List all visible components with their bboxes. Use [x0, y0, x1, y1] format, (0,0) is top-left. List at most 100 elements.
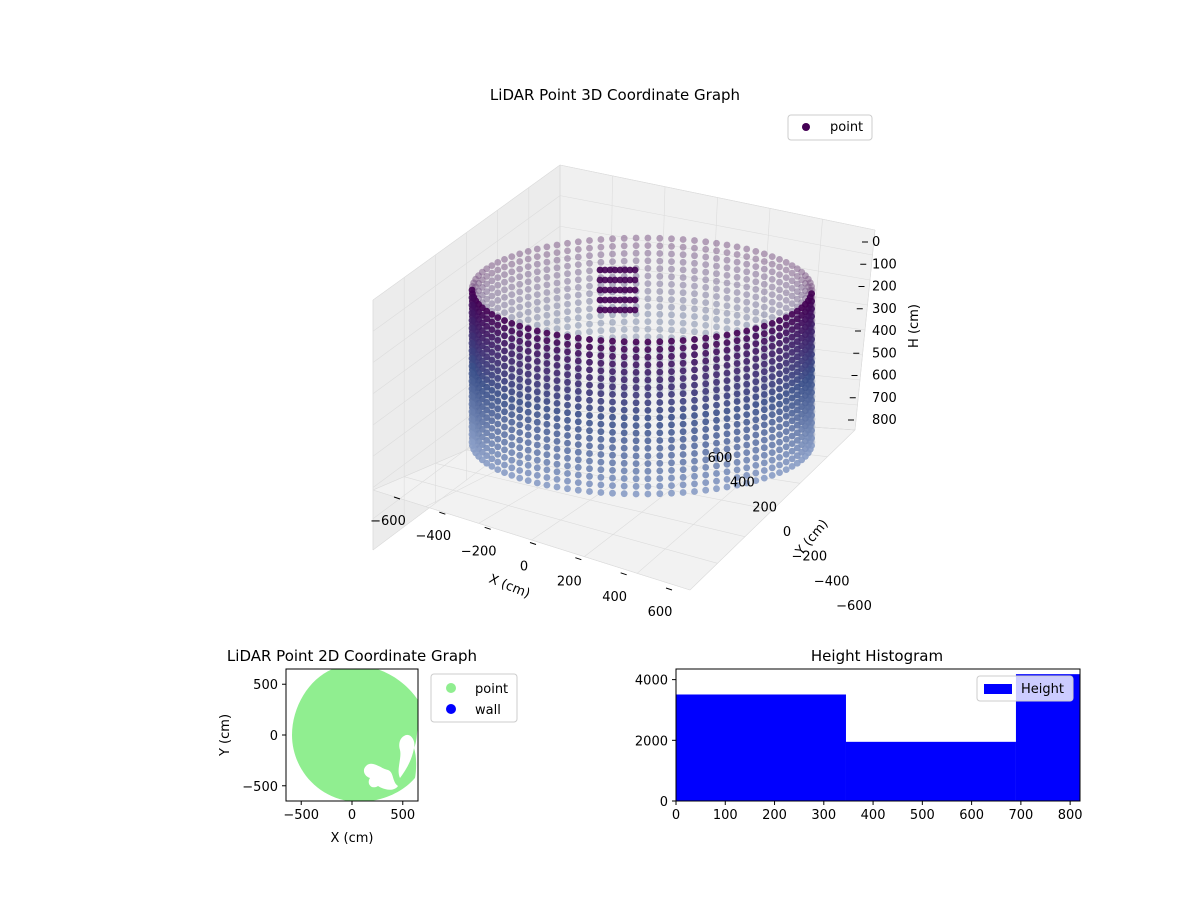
- point-3d: [574, 471, 582, 479]
- point-3d: [788, 349, 796, 356]
- point-3d: [543, 352, 551, 360]
- legend-3d-label-point: point: [830, 120, 863, 135]
- point-3d: [632, 234, 640, 242]
- point-3d: [508, 350, 516, 358]
- point-3d: [768, 298, 776, 306]
- point-3d: [494, 297, 502, 304]
- point-3d: [733, 382, 741, 390]
- point-3d: [586, 336, 593, 343]
- point-3d: [656, 295, 664, 303]
- point-3d: [596, 276, 604, 284]
- point-3d: [768, 396, 776, 403]
- point-3d: [533, 298, 541, 306]
- point-3d: [656, 444, 664, 452]
- x-tick-label-3d: −200: [461, 544, 497, 559]
- point-3d: [533, 342, 541, 350]
- point-3d: [768, 373, 776, 380]
- point-3d: [723, 476, 731, 483]
- point-3d: [743, 479, 751, 487]
- point-3d: [533, 283, 541, 291]
- point-3d: [644, 295, 652, 303]
- point-3d: [524, 340, 532, 348]
- point-3d: [543, 319, 551, 327]
- point-3d: [760, 375, 768, 383]
- point-3d: [533, 358, 541, 365]
- point-3d: [564, 401, 571, 409]
- point-3d: [494, 337, 502, 344]
- point-3d: [488, 341, 496, 349]
- point-3d: [586, 267, 593, 275]
- point-3d: [776, 256, 783, 263]
- point-3d: [776, 294, 783, 301]
- point-3d: [524, 293, 532, 301]
- point-3d: [524, 316, 532, 324]
- point-3d: [656, 376, 664, 384]
- point-3d: [574, 322, 582, 329]
- point-3d: [656, 272, 664, 280]
- point-3d: [656, 361, 664, 368]
- point-3d: [586, 237, 593, 244]
- point-3d: [516, 345, 524, 353]
- point-3d: [543, 474, 551, 481]
- point-3d: [543, 405, 551, 413]
- point-3d: [488, 447, 496, 455]
- point-3d: [768, 306, 776, 314]
- point-3d: [524, 477, 532, 484]
- point-3d: [793, 391, 801, 399]
- point-3d: [494, 359, 502, 367]
- point-3d: [679, 413, 687, 420]
- point-3d: [620, 353, 628, 361]
- point-3d: [752, 370, 760, 378]
- point-3d: [679, 466, 687, 474]
- point-3d: [793, 345, 801, 353]
- point-3d: [668, 391, 675, 398]
- point-3d: [733, 413, 741, 421]
- point-cloud-3d: [468, 234, 816, 498]
- point-3d: [723, 377, 731, 384]
- point-3d: [508, 327, 516, 335]
- x-tick-label-hist: 0: [672, 808, 680, 823]
- point-3d: [553, 422, 561, 430]
- point-3d: [516, 311, 524, 319]
- point-3d: [743, 464, 751, 472]
- point-3d: [644, 310, 652, 318]
- point-3d: [723, 460, 731, 468]
- point-3d: [609, 360, 616, 368]
- point-3d: [733, 367, 741, 375]
- point-3d: [543, 258, 551, 266]
- point-3d: [644, 280, 652, 287]
- point-3d: [468, 294, 476, 301]
- point-3d: [752, 355, 760, 363]
- point-3d: [621, 266, 629, 274]
- point-3d: [516, 429, 524, 436]
- point-3d: [733, 436, 741, 443]
- x-tick-label-2d: 0: [348, 808, 356, 823]
- point-3d: [516, 280, 524, 288]
- point-3d: [713, 277, 720, 285]
- point-3d: [597, 489, 605, 496]
- point-3d: [533, 441, 541, 449]
- legend-histogram: Height: [976, 675, 1074, 702]
- point-3d: [533, 418, 541, 426]
- point-3d: [609, 235, 616, 243]
- point-3d: [632, 369, 640, 376]
- point-3d: [626, 276, 634, 284]
- point-3d: [733, 466, 741, 474]
- point-3d: [564, 432, 571, 439]
- point-3d: [776, 347, 783, 355]
- point-3d: [733, 251, 741, 258]
- point-3d: [702, 372, 710, 380]
- point-3d: [723, 346, 731, 354]
- point-3d: [679, 266, 687, 274]
- point-3d: [508, 426, 516, 434]
- point-3d: [606, 306, 614, 314]
- point-3d: [553, 256, 561, 264]
- point-3d: [723, 279, 731, 287]
- point-3d: [564, 270, 571, 278]
- point-3d: [586, 389, 593, 397]
- point-3d: [620, 421, 628, 429]
- point-3d: [501, 385, 508, 393]
- point-3d: [782, 443, 790, 451]
- point-3d: [516, 436, 524, 444]
- point-3d: [788, 387, 796, 394]
